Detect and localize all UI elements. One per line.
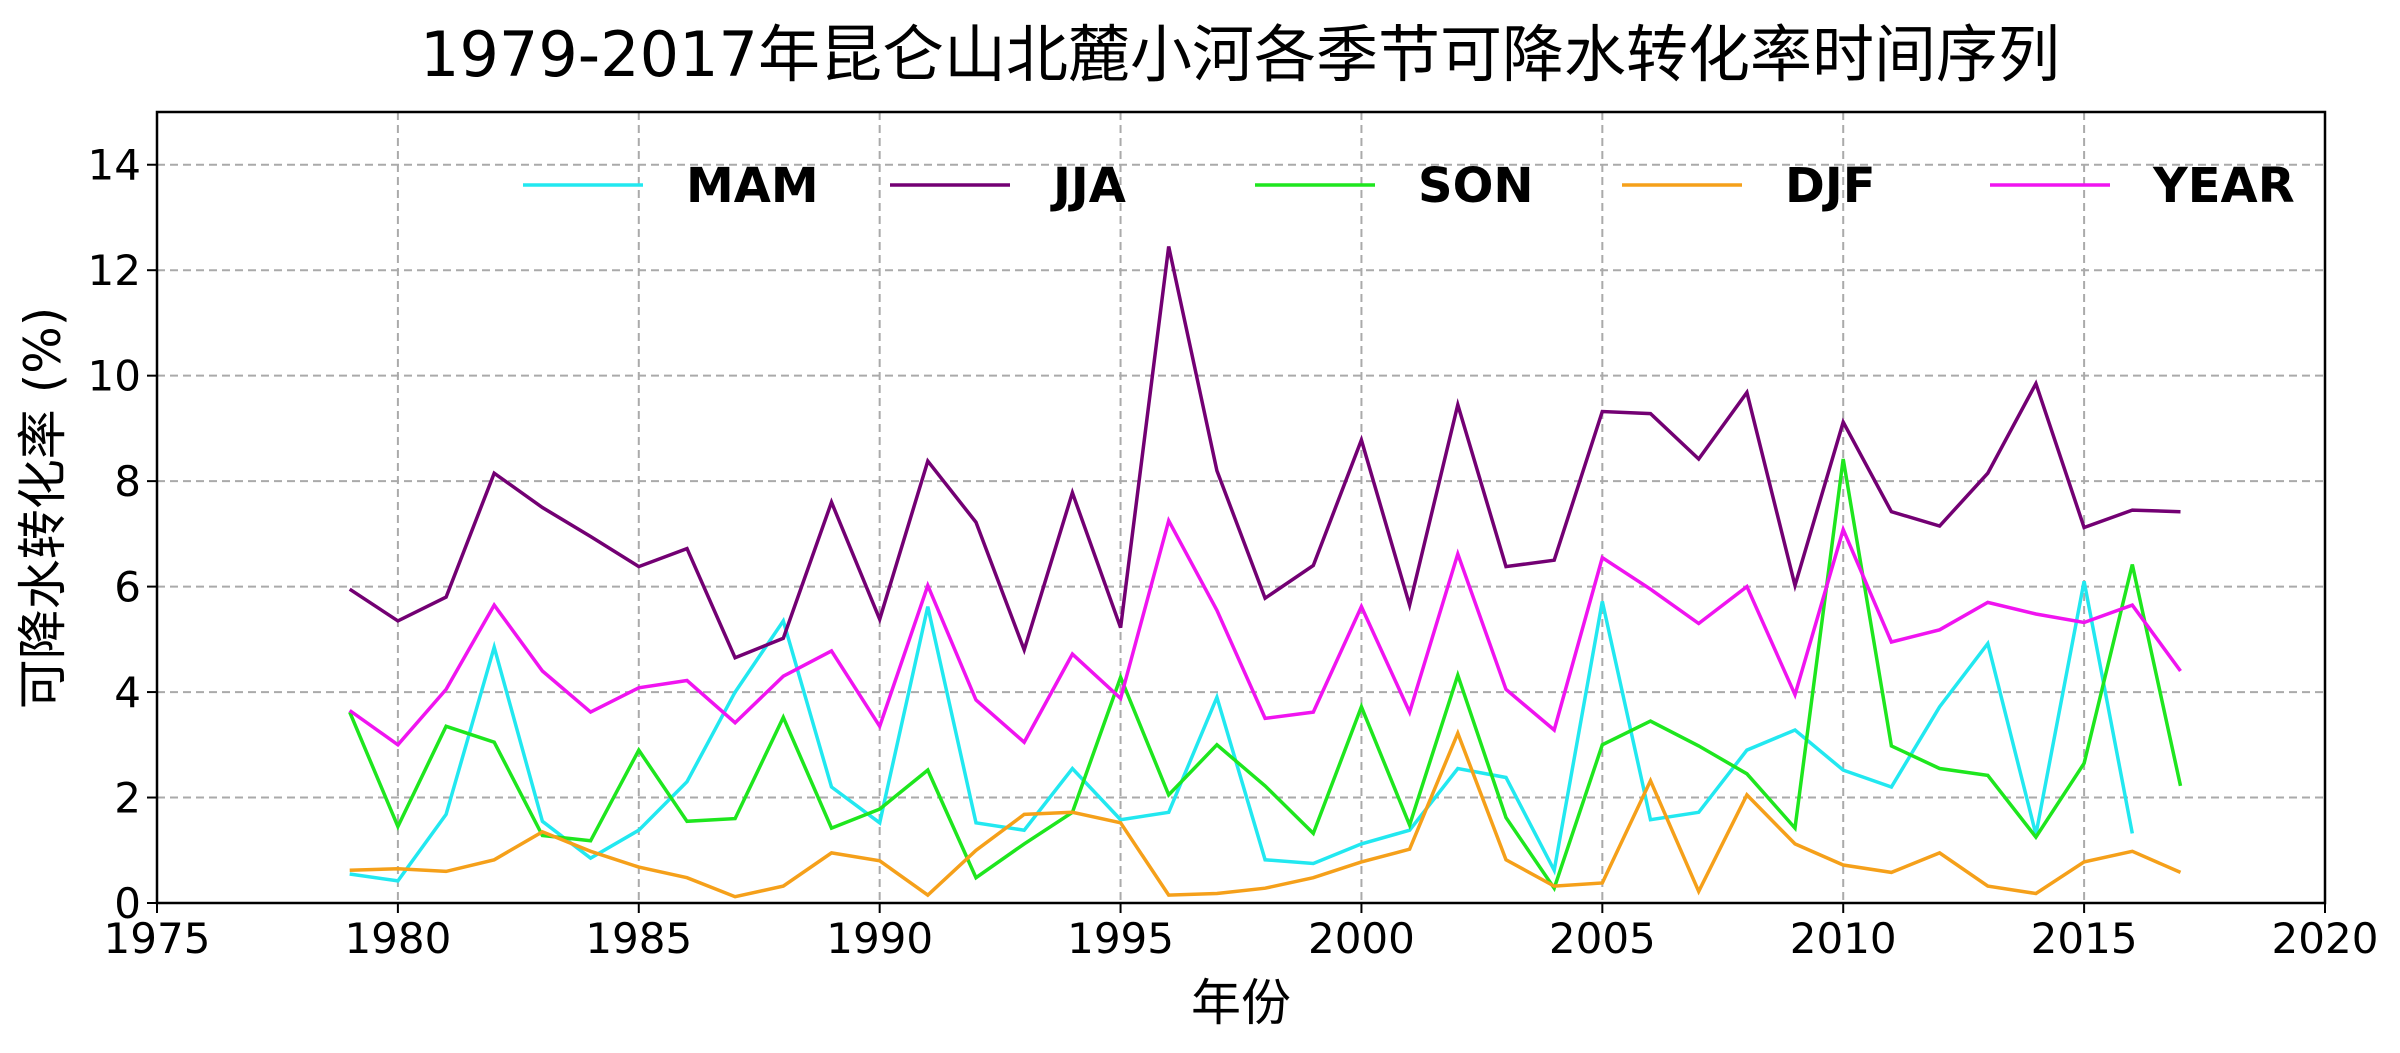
x-tick-label: 2020 <box>2272 914 2379 963</box>
y-tick-label: 4 <box>114 668 141 717</box>
series-line-jja <box>348 246 2181 661</box>
y-tick-label: 14 <box>88 141 141 190</box>
legend-label-year: YEAR <box>2152 158 2295 214</box>
grid <box>157 112 2325 903</box>
y-axis-ticks: 0 2 4 6 8 10 12 14 <box>88 141 157 928</box>
legend-label-son: SON <box>1418 158 1534 214</box>
y-tick-label: 2 <box>114 774 141 823</box>
x-axis-label: 年份 <box>1191 974 1291 1032</box>
y-tick-label: 12 <box>88 246 141 295</box>
y-tick-label: 8 <box>114 457 141 506</box>
x-tick-label: 1995 <box>1067 914 1174 963</box>
x-tick-label: 2015 <box>2031 914 2138 963</box>
series-line-djf <box>349 728 2182 899</box>
y-tick-label: 10 <box>88 352 141 401</box>
series-lines <box>348 246 2183 899</box>
x-tick-label: 2000 <box>1308 914 1415 963</box>
legend: MAM JJA SON DJF YEAR <box>523 158 2295 214</box>
y-axis-label: 可降水转化率 (%) <box>14 307 72 709</box>
series-line-mam <box>349 580 2135 883</box>
x-tick-label: 2005 <box>1549 914 1656 963</box>
y-tick-label: 0 <box>114 879 141 928</box>
y-tick-label: 6 <box>114 563 141 612</box>
x-axis-ticks: 1975 1980 1985 1990 1995 2000 2005 2010 2015 2020 <box>104 903 2379 963</box>
legend-label-mam: MAM <box>686 158 819 214</box>
x-tick-label: 1975 <box>104 914 211 963</box>
x-tick-label: 2010 <box>1790 914 1897 963</box>
chart-title: 1979-2017年昆仑山北麓小河各季节可降水转化率时间序列 <box>420 18 2060 91</box>
legend-label-djf: DJF <box>1785 158 1876 214</box>
x-tick-label: 1985 <box>585 914 692 963</box>
x-tick-label: 1980 <box>344 914 451 963</box>
plot-frame <box>155 110 2327 905</box>
series-line-son <box>348 458 2183 893</box>
series-line-year <box>348 516 2182 748</box>
legend-label-jja: JJA <box>1050 158 1126 214</box>
x-tick-label: 1990 <box>826 914 933 963</box>
